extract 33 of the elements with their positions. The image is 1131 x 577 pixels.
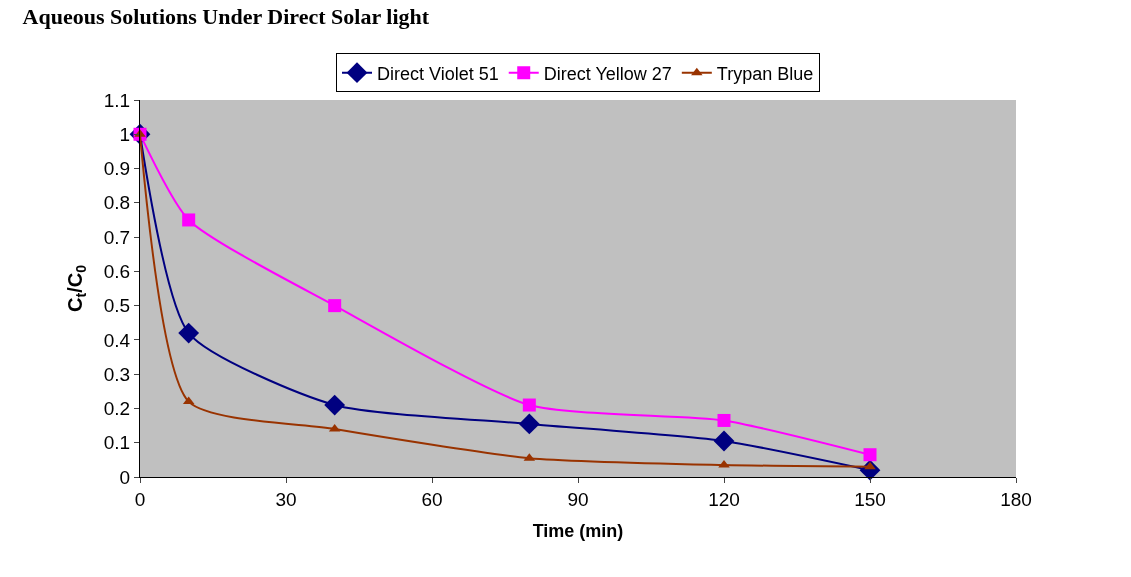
y-tick-label: 1 — [119, 123, 131, 145]
y-tick-label: 0.2 — [103, 398, 131, 420]
y-tick-label: 0.5 — [103, 295, 131, 317]
point — [518, 413, 540, 435]
point — [522, 398, 536, 412]
y-tick-label: 0.7 — [103, 226, 131, 248]
x-tick-label: 60 — [421, 488, 443, 510]
x-tick-label: 0 — [134, 488, 146, 510]
y-tick-label: 0.4 — [103, 329, 131, 351]
y-tick-label: 1.1 — [103, 89, 131, 111]
point — [182, 213, 196, 227]
y-tick-label: 0.3 — [103, 363, 131, 385]
point — [713, 430, 735, 452]
legend-label: Direct Violet 51 — [377, 63, 499, 84]
x-tick-label: 30 — [275, 488, 297, 510]
y-tick-label: 0.1 — [103, 432, 131, 454]
y-tick-label: 0 — [119, 466, 131, 488]
chart-title: Aqueous Solutions Under Direct Solar light — [22, 4, 430, 30]
y-tick-label: 0.9 — [103, 158, 131, 180]
x-tick-label: 150 — [854, 488, 886, 510]
y-tick-label: 0.8 — [103, 192, 131, 214]
x-axis-title: Time (min) — [532, 520, 624, 541]
point — [717, 413, 731, 427]
point — [328, 299, 342, 313]
point — [863, 448, 877, 462]
legend-label: Direct Yellow 27 — [543, 63, 672, 84]
y-tick-label: 0.6 — [103, 261, 131, 283]
legend-label: Trypan Blue — [716, 63, 814, 84]
point — [324, 394, 346, 416]
x-tick-label: 120 — [708, 488, 740, 510]
x-tick-label: 180 — [1000, 488, 1032, 510]
x-tick-label: 90 — [567, 488, 589, 510]
point — [178, 322, 200, 344]
